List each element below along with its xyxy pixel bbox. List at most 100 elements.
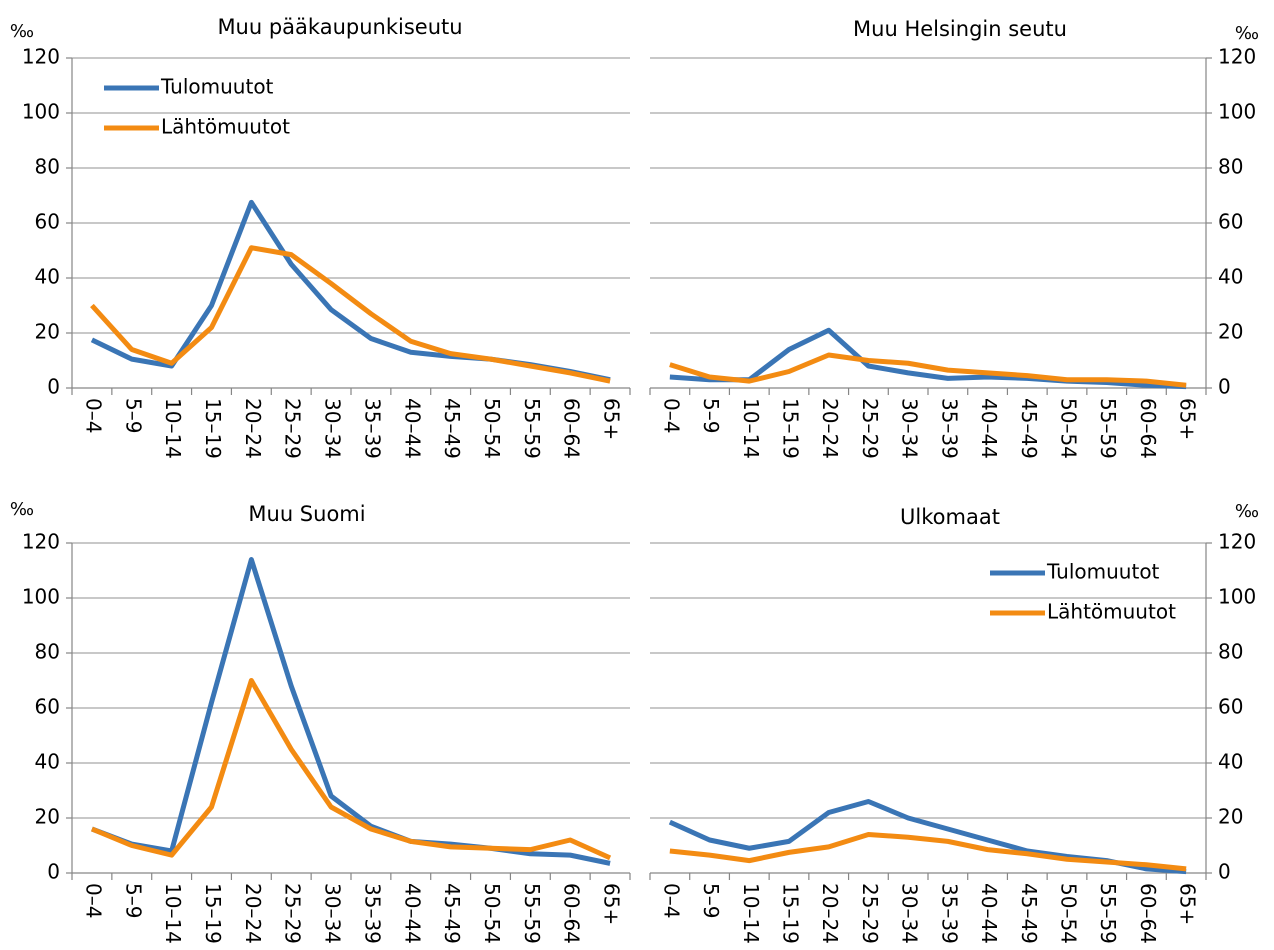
y-tick-label: 80	[35, 640, 60, 664]
x-tick-label: 15–19	[201, 883, 225, 944]
x-tick-label: 0–4	[659, 883, 683, 918]
legend-label: Tulomuutot	[1046, 560, 1160, 584]
y-tick-label: 60	[1218, 695, 1243, 719]
x-tick-label: 25–29	[281, 883, 305, 944]
y-tick-label: 20	[1218, 805, 1243, 829]
x-tick-label: 5–9	[699, 398, 723, 433]
y-tick-label: 0	[1218, 860, 1231, 884]
x-tick-label: 0–4	[81, 398, 105, 433]
y-tick-label: 120	[22, 530, 60, 554]
x-tick-label: 20–24	[241, 883, 265, 944]
series-line	[90, 678, 612, 861]
x-tick-label: 60–64	[560, 398, 584, 459]
series-line	[90, 199, 611, 383]
x-tick-label: 50–54	[480, 398, 504, 459]
y-tick-label: 20	[35, 805, 60, 829]
legend-label: Lähtömuutot	[1047, 600, 1176, 624]
chart-title: Muu Helsingin seutu	[853, 17, 1067, 41]
chart-title: Ulkomaat	[900, 505, 1000, 529]
series-line	[90, 245, 611, 384]
y-tick-label: 0	[47, 375, 60, 399]
y-tick-label: 20	[1218, 320, 1243, 344]
x-tick-label: 5–9	[121, 398, 145, 433]
x-tick-label: 35–39	[360, 883, 384, 944]
y-tick-label: 120	[22, 45, 60, 69]
series-line	[669, 832, 1187, 872]
x-tick-label: 30–34	[321, 883, 345, 944]
x-tick-label: 35–39	[360, 398, 384, 459]
x-tick-label: 65+	[600, 398, 624, 440]
y-tick-label: 40	[1218, 750, 1243, 774]
x-tick-label: 20–24	[241, 398, 265, 459]
x-tick-label: 40–44	[400, 883, 424, 944]
x-tick-label: 25–29	[281, 398, 305, 459]
x-tick-label: 60–64	[560, 883, 584, 944]
y-tick-label: 60	[35, 695, 60, 719]
y-tick-label: 100	[1218, 585, 1256, 609]
y-tick-label: 100	[1218, 100, 1256, 124]
y-tick-label: 20	[35, 320, 60, 344]
legend-label: Lähtömuutot	[161, 115, 290, 139]
x-tick-label: 40–44	[977, 883, 1001, 944]
x-tick-label: 30–34	[898, 883, 922, 944]
x-tick-label: 50–54	[480, 883, 504, 944]
x-tick-label: 10–14	[739, 883, 763, 944]
y-tick-label: 40	[35, 265, 60, 289]
x-tick-label: 50–54	[1057, 398, 1081, 459]
y-tick-label: 100	[22, 585, 60, 609]
y-axis-unit: ‰	[1235, 501, 1259, 522]
x-tick-label: 40–44	[400, 398, 424, 459]
y-tick-label: 100	[22, 100, 60, 124]
x-tick-label: 25–29	[858, 883, 882, 944]
x-tick-label: 55–59	[520, 398, 544, 459]
chart-title: Muu pääkaupunkiseutu	[217, 15, 462, 39]
y-tick-label: 120	[1218, 530, 1256, 554]
x-tick-label: 45–49	[440, 398, 464, 459]
x-tick-label: 10–14	[161, 883, 185, 944]
x-tick-label: 20–24	[818, 398, 842, 459]
y-tick-label: 0	[1218, 375, 1231, 399]
x-tick-label: 45–49	[1017, 398, 1041, 459]
x-tick-label: 65+	[600, 883, 624, 925]
x-tick-label: 10–14	[161, 398, 185, 459]
y-tick-label: 120	[1218, 45, 1256, 69]
x-tick-label: 45–49	[440, 883, 464, 944]
series-line	[669, 352, 1187, 388]
x-tick-label: 55–59	[1096, 398, 1120, 459]
x-tick-label: 10–14	[739, 398, 763, 459]
x-tick-label: 15–19	[779, 883, 803, 944]
x-tick-label: 35–39	[937, 398, 961, 459]
x-tick-label: 65+	[1176, 883, 1200, 925]
x-tick-label: 5–9	[121, 883, 145, 918]
x-tick-label: 60–64	[1136, 398, 1160, 459]
legend-label: Tulomuutot	[160, 75, 274, 99]
y-tick-label: 0	[47, 860, 60, 884]
x-tick-label: 45–49	[1017, 883, 1041, 944]
series-line	[91, 557, 611, 866]
x-tick-label: 50–54	[1057, 883, 1081, 944]
x-tick-label: 0–4	[81, 883, 105, 918]
x-tick-label: 35–39	[937, 883, 961, 944]
x-tick-label: 30–34	[898, 398, 922, 459]
x-tick-label: 15–19	[201, 398, 225, 459]
x-tick-label: 65+	[1176, 398, 1200, 440]
y-tick-label: 40	[35, 750, 60, 774]
x-tick-label: 0–4	[659, 398, 683, 433]
y-tick-label: 80	[35, 155, 60, 179]
y-axis-unit: ‰	[10, 21, 34, 42]
x-tick-label: 60–64	[1136, 883, 1160, 944]
y-tick-label: 40	[1218, 265, 1243, 289]
x-tick-label: 40–44	[977, 398, 1001, 459]
x-tick-label: 25–29	[858, 398, 882, 459]
x-tick-label: 30–34	[321, 398, 345, 459]
chart-title: Muu Suomi	[248, 502, 365, 526]
x-tick-label: 55–59	[1096, 883, 1120, 944]
y-axis-unit: ‰	[10, 499, 34, 520]
y-tick-label: 80	[1218, 155, 1243, 179]
y-tick-label: 80	[1218, 640, 1243, 664]
series-line	[669, 327, 1187, 390]
y-tick-label: 60	[35, 210, 60, 234]
x-tick-label: 20–24	[818, 883, 842, 944]
x-tick-label: 55–59	[520, 883, 544, 944]
